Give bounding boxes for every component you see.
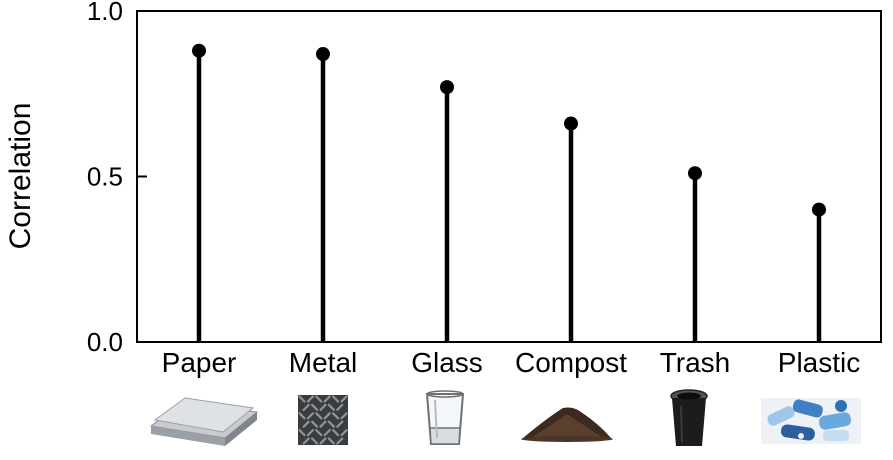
drinking-glass-icon bbox=[425, 390, 465, 445]
compost-pile-icon bbox=[521, 407, 613, 442]
y-tick-label: 0.0 bbox=[87, 327, 123, 357]
y-axis-title: Correlation bbox=[4, 103, 37, 250]
y-axis-ticks: 0.0 0.5 1.0 bbox=[87, 0, 147, 357]
marker-plastic bbox=[812, 202, 826, 217]
marker-trash bbox=[688, 166, 702, 181]
trash-bin-icon bbox=[670, 389, 708, 446]
category-label-glass: Glass bbox=[411, 347, 483, 378]
y-tick-label: 0.5 bbox=[87, 162, 123, 192]
metal-plate-icon bbox=[298, 395, 348, 445]
marker-compost bbox=[564, 116, 578, 131]
category-label-paper: Paper bbox=[162, 347, 237, 378]
category-label-trash: Trash bbox=[660, 347, 731, 378]
marker-glass bbox=[440, 80, 454, 95]
marker-metal bbox=[316, 47, 330, 62]
category-icons bbox=[149, 389, 861, 446]
marker-paper bbox=[192, 43, 206, 58]
category-label-metal: Metal bbox=[289, 347, 357, 378]
plot-frame bbox=[136, 10, 882, 343]
category-label-compost: Compost bbox=[515, 347, 627, 378]
category-labels: Paper Metal Glass Compost Trash Plastic bbox=[162, 347, 861, 378]
category-label-plastic: Plastic bbox=[778, 347, 860, 378]
data-marks bbox=[192, 43, 826, 342]
y-tick-label: 1.0 bbox=[87, 0, 123, 26]
paper-stack-icon bbox=[149, 397, 259, 446]
plastic-bottles-icon bbox=[761, 398, 861, 444]
